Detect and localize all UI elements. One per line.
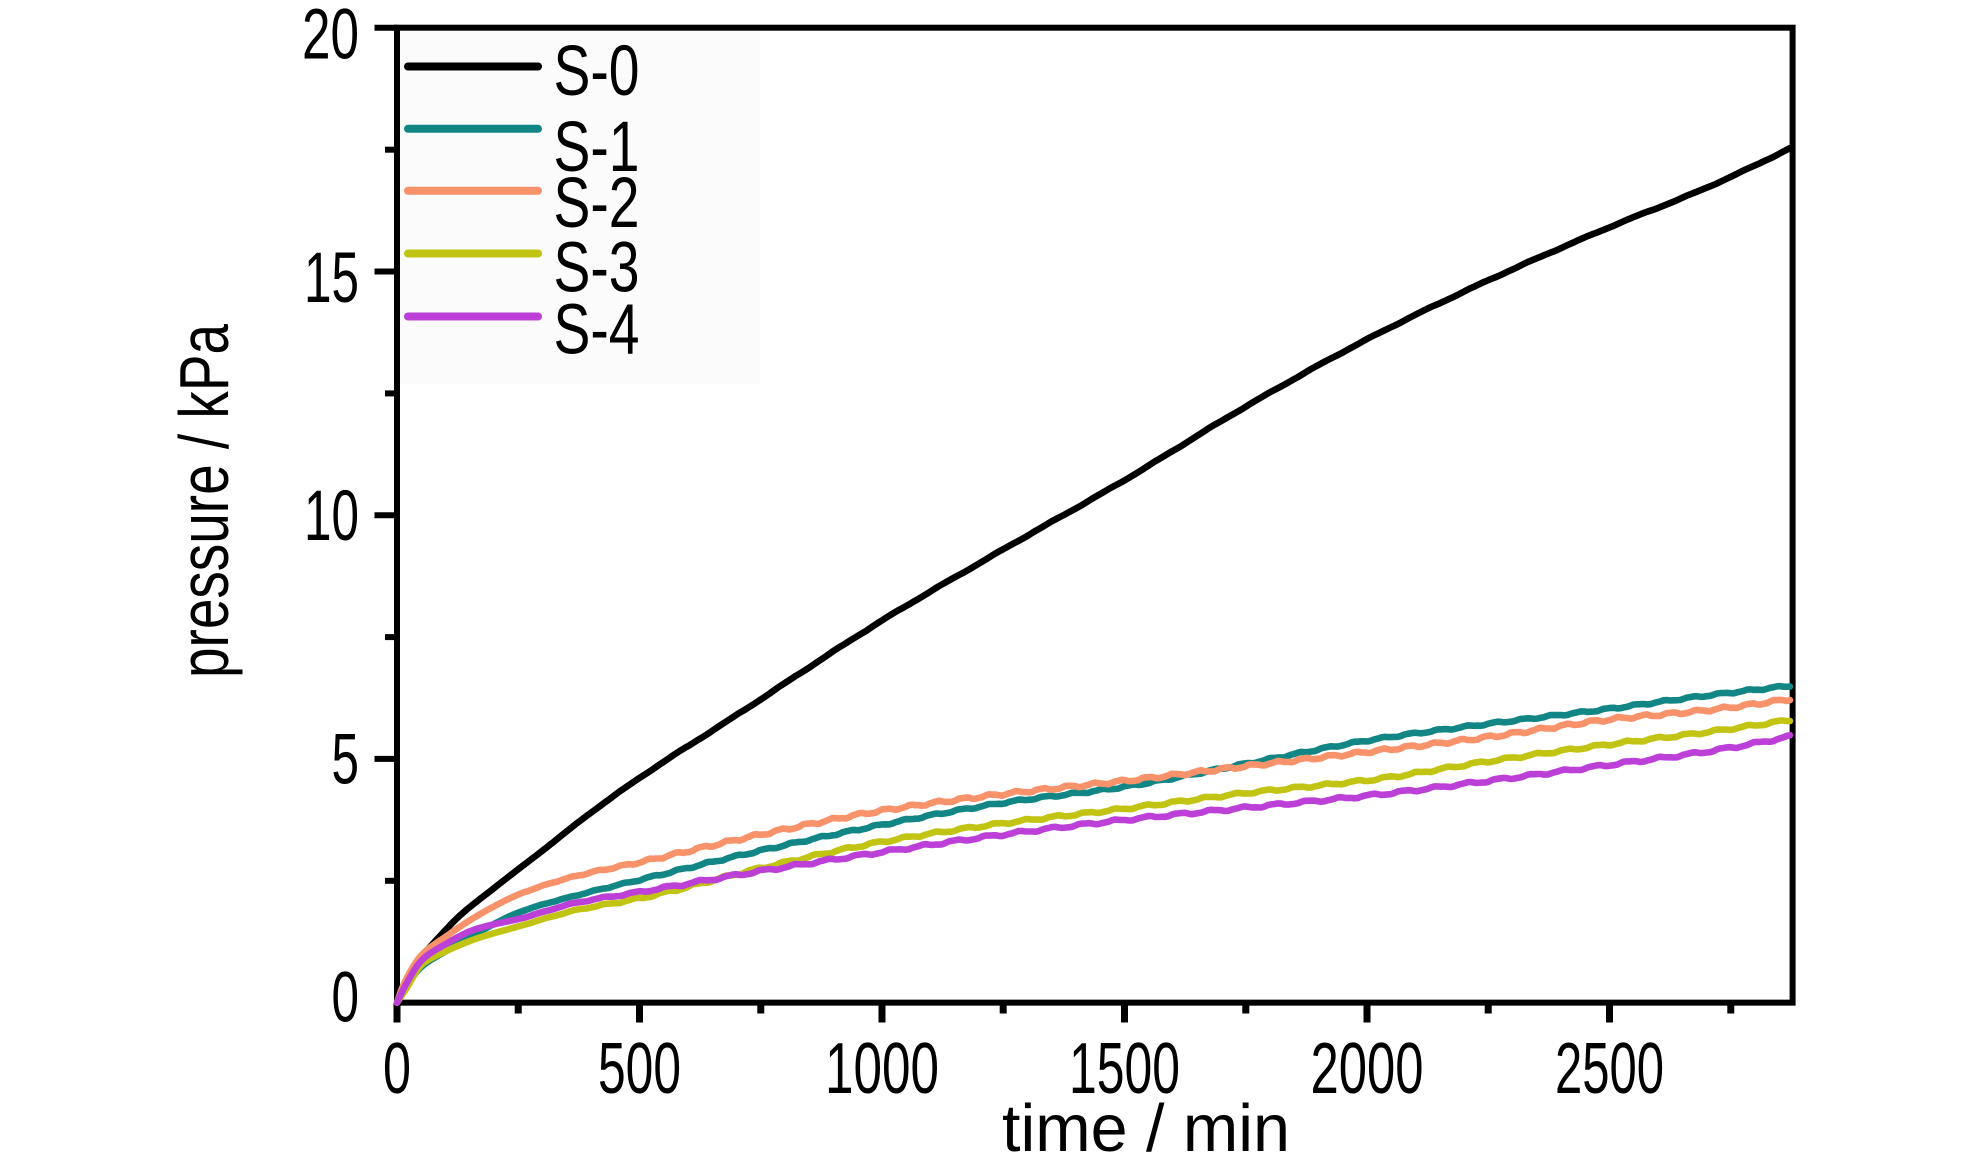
svg-text:0: 0 <box>332 959 360 1038</box>
svg-text:S-1: S-1 <box>554 108 640 187</box>
svg-text:S-4: S-4 <box>554 291 640 370</box>
svg-text:1500: 1500 <box>1069 1029 1180 1109</box>
svg-text:S-3: S-3 <box>554 229 640 308</box>
svg-text:2500: 2500 <box>1555 1029 1664 1109</box>
svg-text:0: 0 <box>383 1029 411 1109</box>
svg-text:S-2: S-2 <box>554 164 640 243</box>
svg-text:20: 20 <box>302 0 359 74</box>
svg-text:S-0: S-0 <box>554 32 640 111</box>
svg-text:pressure / kPa: pressure / kPa <box>165 324 243 678</box>
svg-text:2000: 2000 <box>1311 1029 1424 1109</box>
svg-text:500: 500 <box>598 1029 681 1109</box>
svg-text:time / min: time / min <box>1002 1091 1290 1157</box>
svg-text:10: 10 <box>304 477 359 556</box>
svg-text:1000: 1000 <box>825 1029 939 1109</box>
svg-text:15: 15 <box>304 239 359 318</box>
svg-text:5: 5 <box>332 721 360 800</box>
